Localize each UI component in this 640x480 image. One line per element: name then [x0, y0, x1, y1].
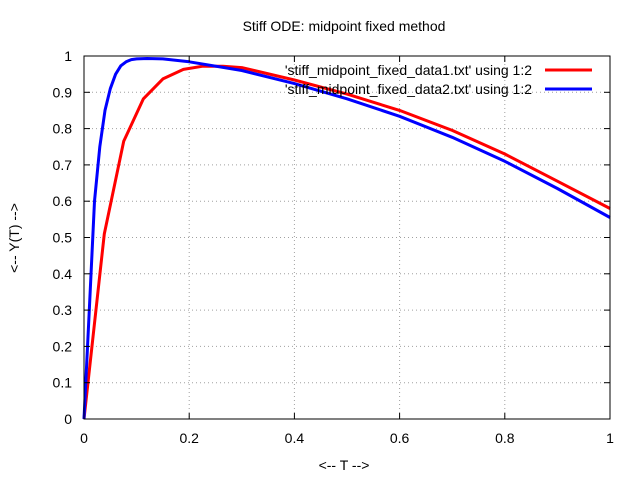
legend-label-1: 'stiff_midpoint_fixed_data1.txt' using 1… [285, 62, 532, 78]
x-tick-label: 1 [606, 430, 614, 446]
x-tick-label: 0 [80, 430, 88, 446]
y-tick-label: 0.4 [53, 266, 73, 282]
ticks: 0 0.2 0.4 0.6 0.8 1 0 0.1 0.2 0.3 0.4 0.5 0.6 0.7 0.8 0… [53, 48, 615, 446]
series-lines [82, 57, 611, 420]
x-tick-label: 0.8 [495, 430, 515, 446]
y-tick-label: 0.5 [53, 230, 73, 246]
y-tick-label: 0.3 [53, 302, 73, 318]
x-axis-label: <-- T --> [319, 457, 370, 473]
y-tick-label: 1 [64, 48, 72, 64]
series-line-2 [82, 57, 611, 420]
series-line-1 [82, 64, 611, 420]
y-tick-label: 0.1 [53, 375, 73, 391]
x-tick-label: 0.4 [285, 430, 305, 446]
legend: 'stiff_midpoint_fixed_data1.txt' using 1… [285, 62, 592, 97]
chart-title: Stiff ODE: midpoint fixed method [243, 18, 446, 34]
y-tick-label: 0 [64, 411, 72, 427]
x-tick-label: 0.6 [390, 430, 410, 446]
plot-frame [83, 55, 611, 420]
y-axis-label: <-- Y(T) --> [6, 203, 22, 273]
y-tick-label: 0.8 [53, 121, 73, 137]
legend-label-2: 'stiff_midpoint_fixed_data2.txt' using 1… [285, 81, 532, 97]
y-tick-label: 0.9 [53, 84, 73, 100]
y-tick-label: 0.7 [53, 157, 73, 173]
y-tick-label: 0.2 [53, 338, 73, 354]
grid [84, 56, 610, 419]
y-tick-label: 0.6 [53, 193, 73, 209]
x-tick-label: 0.2 [179, 430, 199, 446]
